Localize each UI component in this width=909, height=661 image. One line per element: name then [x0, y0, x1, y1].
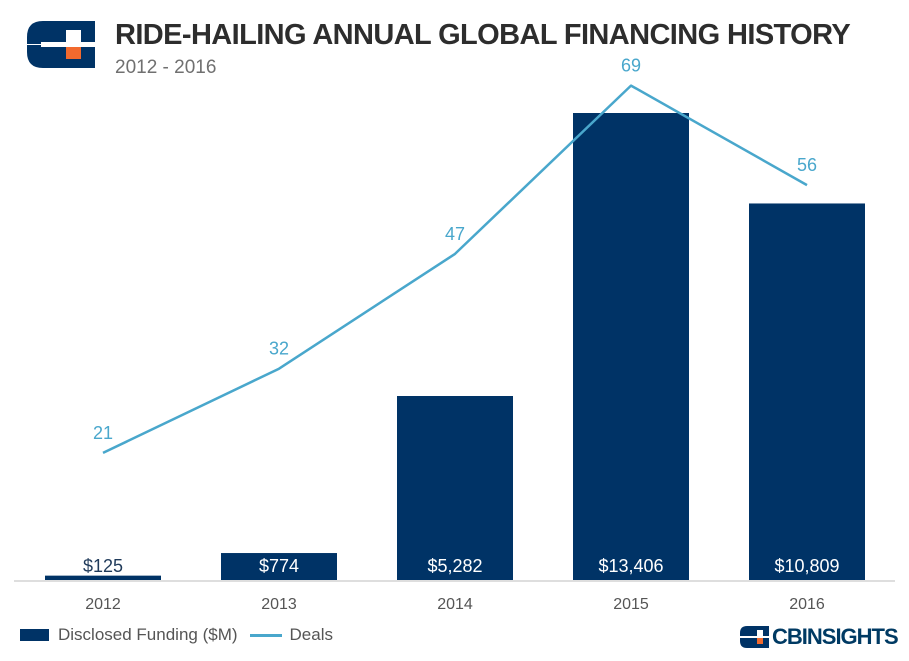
- bar-2012: [45, 575, 161, 580]
- cb-insights-logo: [27, 21, 95, 68]
- bar-2016: [749, 203, 865, 581]
- bar-2013: [221, 553, 337, 580]
- legend-label-deals: Deals: [289, 625, 333, 644]
- legend: Disclosed Funding ($M) Deals: [20, 624, 333, 646]
- bar-label-2014: $5,282: [427, 556, 482, 576]
- bar-series: [45, 113, 865, 581]
- deals-label-2012: 21: [93, 423, 113, 443]
- x-tick-2015: 2015: [613, 596, 649, 613]
- bar-label-2016: $10,809: [774, 556, 839, 576]
- bar-2014: [397, 396, 513, 580]
- deals-label-2013: 32: [269, 339, 289, 359]
- bar-labels: $125 $774 $5,282 $13,406 $10,809: [83, 556, 840, 576]
- x-tick-2013: 2013: [261, 596, 297, 613]
- bar-label-2015: $13,406: [598, 556, 663, 576]
- legend-label-funding: Disclosed Funding ($M): [58, 625, 238, 644]
- cb-insights-wordmark: CBINSIGHTS: [740, 624, 899, 649]
- line-labels: 21 32 47 69 56: [93, 56, 817, 443]
- bar-label-2012: $125: [83, 556, 123, 576]
- legend-swatch-deals: [249, 633, 282, 637]
- legend-swatch-funding: [20, 629, 49, 641]
- bar-2015: [573, 113, 689, 580]
- x-tick-2014: 2014: [437, 596, 473, 613]
- chart-subtitle: 2012 - 2016: [115, 57, 217, 78]
- brand-text: CBINSIGHTS: [772, 624, 899, 649]
- x-axis-ticks: 2012 2013 2014 2015 2016: [85, 596, 825, 613]
- cb-insights-mark-icon: [740, 626, 769, 648]
- deals-label-2016: 56: [797, 155, 817, 175]
- x-tick-2016: 2016: [789, 596, 825, 613]
- deals-label-2014: 47: [445, 224, 465, 244]
- bar-label-2013: $774: [259, 556, 299, 576]
- deals-label-2015: 69: [621, 56, 641, 76]
- deals-line: [102, 84, 808, 455]
- x-tick-2012: 2012: [85, 596, 121, 613]
- chart-title: RIDE-HAILING ANNUAL GLOBAL FINANCING HIS…: [115, 19, 851, 51]
